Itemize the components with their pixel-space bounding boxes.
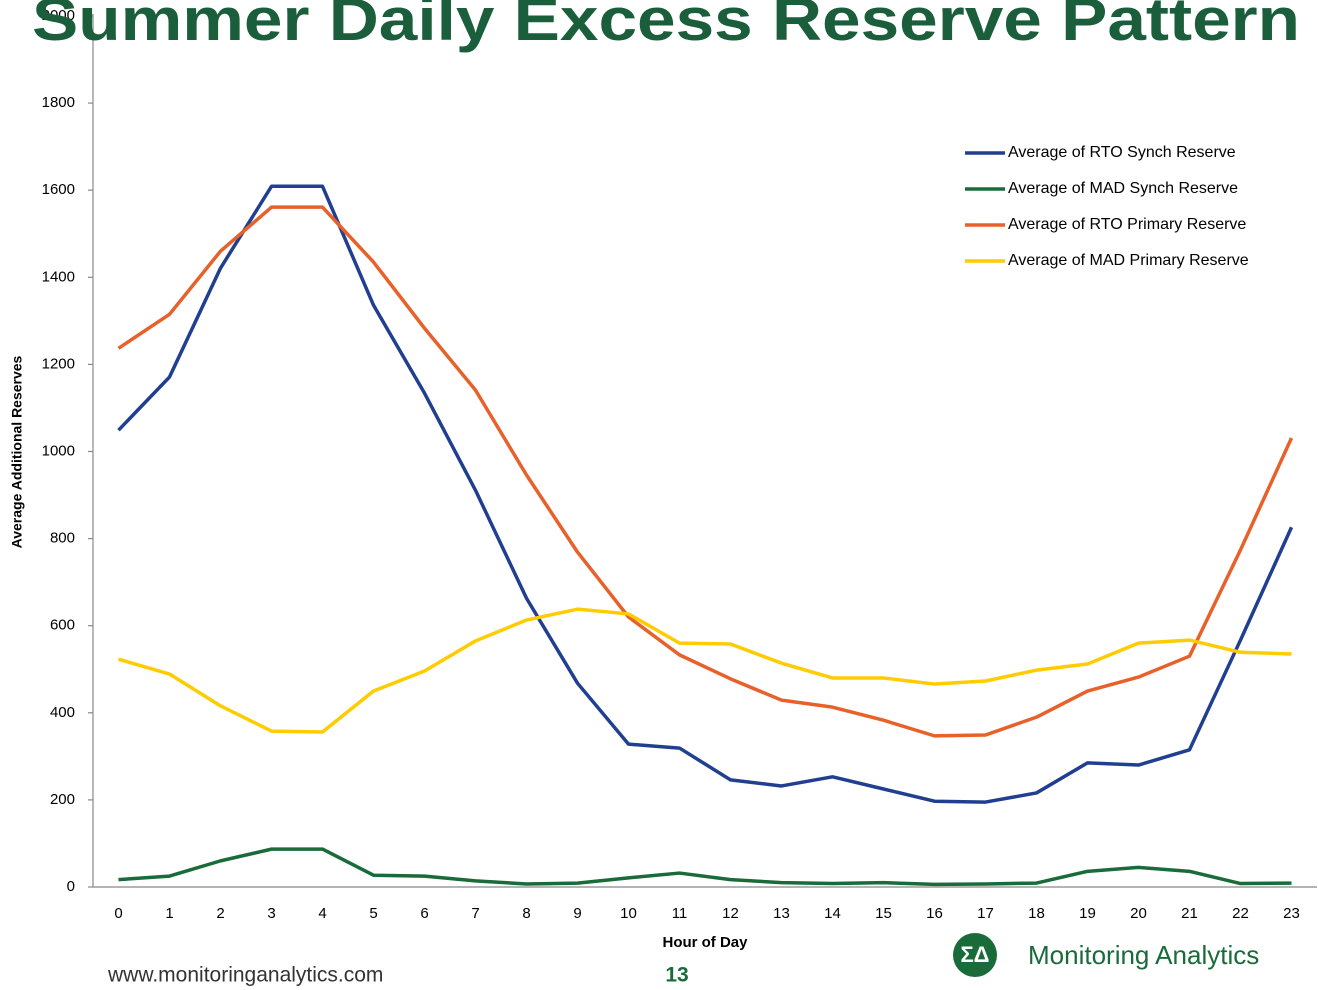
x-axis-label: Hour of Day (662, 934, 748, 951)
x-tick-label: 4 (318, 905, 326, 922)
x-tick-label: 2 (216, 905, 224, 922)
y-tick-label: 0 (67, 878, 75, 895)
x-tick-label: 17 (977, 905, 994, 922)
y-tick-label: 2000 (42, 7, 75, 24)
x-tick-label: 16 (926, 905, 943, 922)
x-tick-label: 11 (672, 905, 688, 922)
y-tick-label: 1200 (42, 355, 75, 372)
series-line (118, 847, 1292, 887)
legend-label: Average of MAD Synch Reserve (1008, 180, 1238, 197)
x-tick-label: 18 (1028, 905, 1045, 922)
x-tick-label: 13 (773, 905, 790, 922)
x-tick-label: 14 (824, 905, 841, 922)
series-line (117, 184, 1294, 804)
x-tick-label: 10 (620, 905, 637, 922)
y-tick-label: 1800 (42, 94, 75, 111)
brand: Monitoring Analytics (1028, 940, 1259, 970)
x-tick-label: 1 (165, 905, 173, 922)
x-tick-label: 15 (875, 905, 892, 922)
y-axis-label: Average Additional Reserves (9, 355, 25, 548)
y-tick-label: 400 (50, 704, 75, 721)
x-tick-label: 21 (1181, 905, 1198, 922)
x-tick-label: 12 (722, 905, 739, 922)
y-tick-label: 1400 (42, 268, 75, 285)
legend-label: Average of MAD Primary Reserve (1008, 252, 1249, 269)
x-tick-label: 23 (1283, 905, 1300, 922)
svg-text:ΣΔ: ΣΔ (960, 942, 989, 967)
y-tick-label: 800 (50, 530, 75, 547)
logo: ΣΔ (953, 933, 997, 977)
chart-title: Summer Daily Excess Reserve Pattern (32, 0, 1300, 53)
series-line (118, 607, 1292, 734)
x-tick-label: 8 (522, 905, 530, 922)
x-tick-label: 20 (1130, 905, 1147, 922)
legend-label: Average of RTO Synch Reserve (1008, 144, 1236, 161)
x-tick-label: 7 (471, 905, 479, 922)
y-tick-label: 1000 (42, 442, 75, 459)
y-tick-label: 1600 (42, 181, 75, 198)
series-line (117, 205, 1294, 738)
page-number: 13 (665, 964, 688, 987)
x-tick-label: 19 (1079, 905, 1096, 922)
title-layer: Summer Daily Excess Reserve Pattern (32, 0, 1300, 53)
x-tick-label: 3 (267, 905, 275, 922)
footer-url: www.monitoringanalytics.com (107, 964, 383, 987)
y-tick-label: 600 (50, 617, 75, 634)
y-tick-label: 200 (50, 791, 75, 808)
x-tick-label: 5 (369, 905, 377, 922)
legend-label: Average of RTO Primary Reserve (1008, 216, 1246, 233)
x-tick-label: 6 (420, 905, 428, 922)
x-tick-label: 9 (573, 905, 581, 922)
x-tick-label: 0 (114, 905, 122, 922)
x-tick-label: 22 (1232, 905, 1249, 922)
